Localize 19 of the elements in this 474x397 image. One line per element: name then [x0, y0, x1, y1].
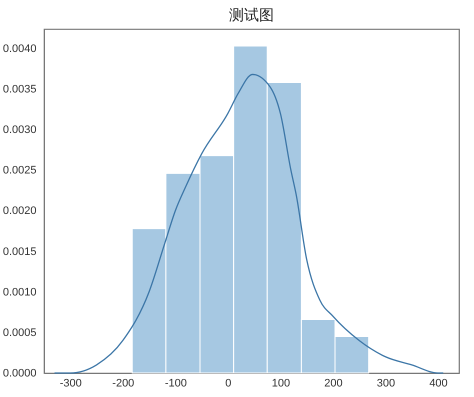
y-tick-label: 0.0005 [2, 326, 36, 339]
x-tick-label: -200 [112, 378, 134, 390]
y-tick-label: 0.0030 [2, 124, 36, 136]
x-tick-label: 400 [429, 378, 448, 390]
x-tick-label: 200 [324, 378, 343, 390]
x-tick-label: 100 [272, 378, 290, 390]
y-tick-label: 0.0035 [2, 84, 36, 96]
x-tick-label: -300 [60, 378, 82, 390]
line-series [54, 74, 444, 374]
chart-title: 测试图 [229, 7, 274, 24]
y-tick-label: 0.0010 [2, 286, 36, 298]
y-tick-label: 0.0040 [2, 42, 36, 55]
y-tick-label: 0.0025 [2, 164, 36, 177]
y-tick-label: 0.0000 [2, 368, 36, 380]
y-tick-label: 0.0015 [2, 246, 36, 258]
y-tick-label: 0.0020 [2, 205, 36, 218]
x-tick-label: 0 [225, 378, 232, 390]
x-tick-label: -100 [164, 378, 187, 390]
x-tick-label: 300 [376, 378, 396, 390]
